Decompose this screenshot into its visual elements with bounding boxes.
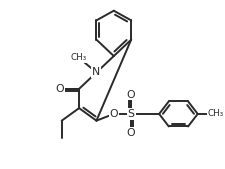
Text: O: O [127, 128, 135, 138]
Text: O: O [110, 109, 118, 119]
Text: O: O [56, 84, 64, 94]
Text: N: N [92, 67, 101, 77]
Text: S: S [128, 109, 135, 119]
Text: O: O [127, 90, 135, 100]
Text: CH₃: CH₃ [71, 53, 87, 63]
Text: CH₃: CH₃ [207, 109, 224, 118]
